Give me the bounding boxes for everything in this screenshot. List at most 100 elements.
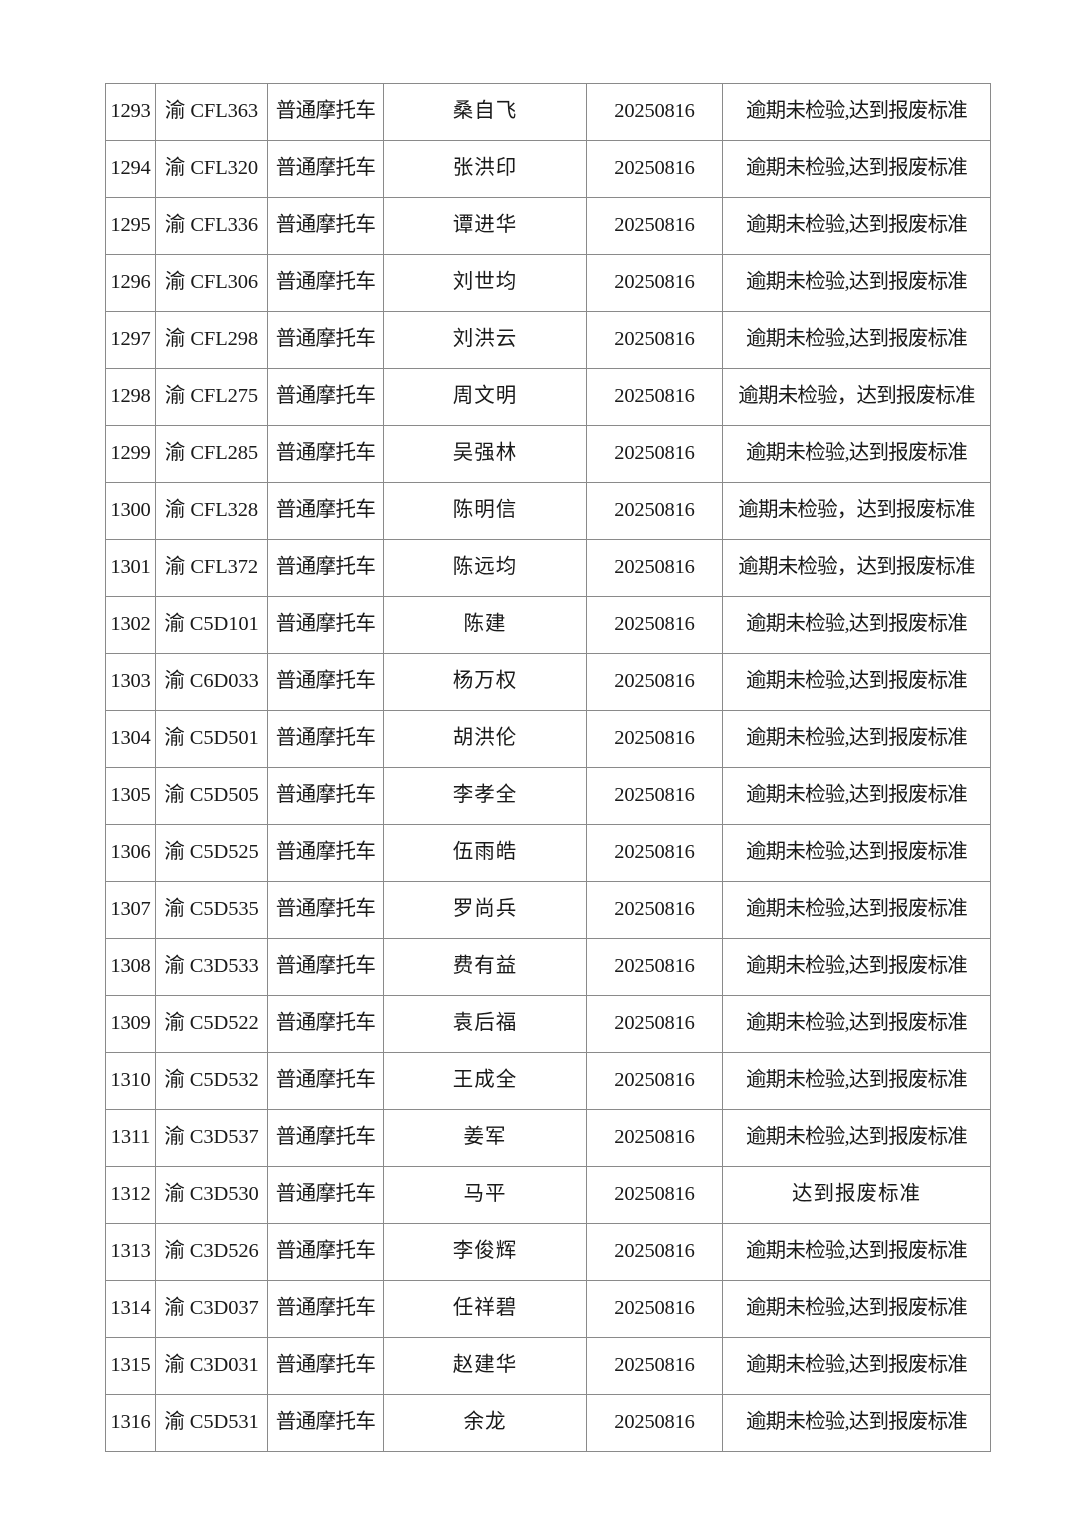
cell-owner-name: 周文明 xyxy=(383,368,587,426)
cell-plate-number: 渝 C3D537 xyxy=(155,1109,268,1167)
table-row: 1308 渝 C3D533 普通摩托车 费有益 20250816 逾期未检验,达到报废标准 xyxy=(105,938,991,996)
cell-index: 1300 xyxy=(105,482,156,540)
cell-index: 1313 xyxy=(105,1223,156,1281)
cell-scrap-reason: 逾期未检验,达到报废标准 xyxy=(722,83,991,141)
cell-vehicle-type: 普通摩托车 xyxy=(267,767,384,825)
cell-index: 1298 xyxy=(105,368,156,426)
cell-vehicle-type: 普通摩托车 xyxy=(267,881,384,939)
cell-plate-number: 渝 CFL298 xyxy=(155,311,268,369)
cell-scrap-reason: 达到报废标准 xyxy=(722,1166,991,1224)
cell-plate-number: 渝 CFL328 xyxy=(155,482,268,540)
cell-vehicle-type: 普通摩托车 xyxy=(267,311,384,369)
table-row: 1307 渝 C5D535 普通摩托车 罗尚兵 20250816 逾期未检验,达到报废标准 xyxy=(105,881,991,939)
table-row: 1296 渝 CFL306 普通摩托车 刘世均 20250816 逾期未检验,达到报废标准 xyxy=(105,254,991,312)
cell-vehicle-type: 普通摩托车 xyxy=(267,596,384,654)
cell-index: 1308 xyxy=(105,938,156,996)
cell-date: 20250816 xyxy=(586,596,723,654)
table-row: 1297 渝 CFL298 普通摩托车 刘洪云 20250816 逾期未检验,达到报废标准 xyxy=(105,311,991,369)
cell-index: 1297 xyxy=(105,311,156,369)
cell-date: 20250816 xyxy=(586,653,723,711)
cell-owner-name: 陈远均 xyxy=(383,539,587,597)
cell-scrap-reason: 逾期未检验,达到报废标准 xyxy=(722,596,991,654)
cell-date: 20250816 xyxy=(586,995,723,1053)
cell-scrap-reason: 逾期未检验，达到报废标准 xyxy=(722,368,991,426)
table-row: 1311 渝 C3D537 普通摩托车 姜军 20250816 逾期未检验,达到报废标准 xyxy=(105,1109,991,1167)
cell-plate-number: 渝 C6D033 xyxy=(155,653,268,711)
cell-owner-name: 罗尚兵 xyxy=(383,881,587,939)
cell-scrap-reason: 逾期未检验,达到报废标准 xyxy=(722,881,991,939)
table-row: 1298 渝 CFL275 普通摩托车 周文明 20250816 逾期未检验，达到报废标准 xyxy=(105,368,991,426)
cell-plate-number: 渝 CFL336 xyxy=(155,197,268,255)
cell-plate-number: 渝 CFL275 xyxy=(155,368,268,426)
vehicle-scrap-table: 1293 渝 CFL363 普通摩托车 桑自飞 20250816 逾期未检验,达到报废标准… xyxy=(105,83,991,1452)
cell-scrap-reason: 逾期未检验,达到报废标准 xyxy=(722,1394,991,1452)
table-row: 1316 渝 C5D531 普通摩托车 余龙 20250816 逾期未检验,达到报废标准 xyxy=(105,1394,991,1452)
table-row: 1315 渝 C3D031 普通摩托车 赵建华 20250816 逾期未检验,达到报废标准 xyxy=(105,1337,991,1395)
cell-vehicle-type: 普通摩托车 xyxy=(267,482,384,540)
cell-index: 1305 xyxy=(105,767,156,825)
cell-plate-number: 渝 CFL306 xyxy=(155,254,268,312)
cell-plate-number: 渝 CFL372 xyxy=(155,539,268,597)
cell-plate-number: 渝 C5D501 xyxy=(155,710,268,768)
cell-index: 1314 xyxy=(105,1280,156,1338)
cell-vehicle-type: 普通摩托车 xyxy=(267,83,384,141)
cell-vehicle-type: 普通摩托车 xyxy=(267,995,384,1053)
cell-index: 1295 xyxy=(105,197,156,255)
cell-index: 1296 xyxy=(105,254,156,312)
cell-vehicle-type: 普通摩托车 xyxy=(267,938,384,996)
table-row: 1300 渝 CFL328 普通摩托车 陈明信 20250816 逾期未检验，达到报废标准 xyxy=(105,482,991,540)
cell-plate-number: 渝 C5D531 xyxy=(155,1394,268,1452)
cell-scrap-reason: 逾期未检验，达到报废标准 xyxy=(722,539,991,597)
cell-owner-name: 陈明信 xyxy=(383,482,587,540)
cell-date: 20250816 xyxy=(586,824,723,882)
cell-vehicle-type: 普通摩托车 xyxy=(267,197,384,255)
cell-scrap-reason: 逾期未检验,达到报废标准 xyxy=(722,1223,991,1281)
table-row: 1309 渝 C5D522 普通摩托车 袁后福 20250816 逾期未检验,达到报废标准 xyxy=(105,995,991,1053)
cell-scrap-reason: 逾期未检验,达到报废标准 xyxy=(722,1337,991,1395)
cell-index: 1307 xyxy=(105,881,156,939)
cell-plate-number: 渝 C5D101 xyxy=(155,596,268,654)
cell-index: 1301 xyxy=(105,539,156,597)
cell-vehicle-type: 普通摩托车 xyxy=(267,140,384,198)
cell-index: 1311 xyxy=(105,1109,156,1167)
cell-vehicle-type: 普通摩托车 xyxy=(267,1280,384,1338)
cell-scrap-reason: 逾期未检验，达到报废标准 xyxy=(722,482,991,540)
cell-date: 20250816 xyxy=(586,254,723,312)
cell-owner-name: 伍雨皓 xyxy=(383,824,587,882)
cell-scrap-reason: 逾期未检验,达到报废标准 xyxy=(722,653,991,711)
cell-date: 20250816 xyxy=(586,881,723,939)
cell-owner-name: 李孝全 xyxy=(383,767,587,825)
cell-owner-name: 吴强林 xyxy=(383,425,587,483)
cell-plate-number: 渝 C5D505 xyxy=(155,767,268,825)
cell-index: 1304 xyxy=(105,710,156,768)
cell-vehicle-type: 普通摩托车 xyxy=(267,1337,384,1395)
cell-plate-number: 渝 C3D037 xyxy=(155,1280,268,1338)
cell-plate-number: 渝 CFL320 xyxy=(155,140,268,198)
cell-vehicle-type: 普通摩托车 xyxy=(267,1109,384,1167)
cell-vehicle-type: 普通摩托车 xyxy=(267,539,384,597)
cell-scrap-reason: 逾期未检验,达到报废标准 xyxy=(722,710,991,768)
cell-date: 20250816 xyxy=(586,938,723,996)
cell-owner-name: 费有益 xyxy=(383,938,587,996)
cell-owner-name: 马平 xyxy=(383,1166,587,1224)
cell-vehicle-type: 普通摩托车 xyxy=(267,824,384,882)
cell-index: 1303 xyxy=(105,653,156,711)
cell-owner-name: 袁后福 xyxy=(383,995,587,1053)
cell-date: 20250816 xyxy=(586,1337,723,1395)
cell-plate-number: 渝 CFL285 xyxy=(155,425,268,483)
cell-index: 1294 xyxy=(105,140,156,198)
cell-date: 20250816 xyxy=(586,1109,723,1167)
cell-index: 1315 xyxy=(105,1337,156,1395)
table-row: 1294 渝 CFL320 普通摩托车 张洪印 20250816 逾期未检验,达到报废标准 xyxy=(105,140,991,198)
cell-vehicle-type: 普通摩托车 xyxy=(267,425,384,483)
cell-date: 20250816 xyxy=(586,767,723,825)
cell-date: 20250816 xyxy=(586,539,723,597)
cell-plate-number: 渝 C5D532 xyxy=(155,1052,268,1110)
cell-date: 20250816 xyxy=(586,1223,723,1281)
cell-owner-name: 任祥碧 xyxy=(383,1280,587,1338)
cell-plate-number: 渝 C3D031 xyxy=(155,1337,268,1395)
table-row: 1293 渝 CFL363 普通摩托车 桑自飞 20250816 逾期未检验,达到报废标准 xyxy=(105,83,991,141)
cell-vehicle-type: 普通摩托车 xyxy=(267,710,384,768)
cell-scrap-reason: 逾期未检验,达到报废标准 xyxy=(722,824,991,882)
table-row: 1313 渝 C3D526 普通摩托车 李俊辉 20250816 逾期未检验,达到报废标准 xyxy=(105,1223,991,1281)
